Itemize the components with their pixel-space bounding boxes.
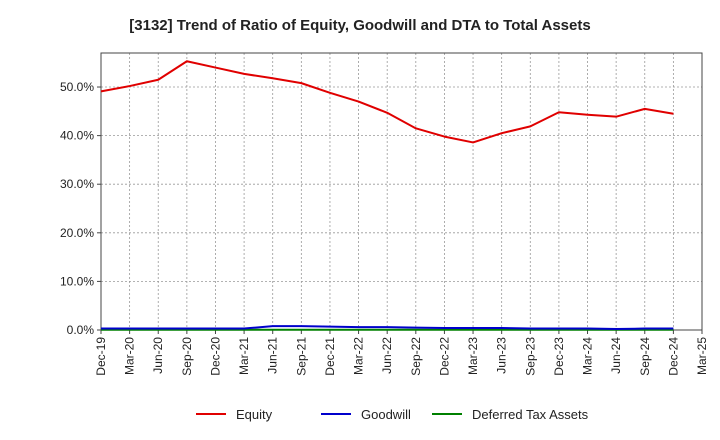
y-tick-label: 40.0% [60, 129, 94, 143]
x-tick-label: Jun-23 [495, 337, 509, 374]
x-tick-label: Jun-24 [609, 337, 623, 374]
x-tick-label: Mar-20 [123, 337, 137, 375]
x-tick-label: Jun-22 [380, 337, 394, 374]
legend-label-goodwill: Goodwill [361, 407, 411, 422]
x-tick-label: Sep-21 [294, 337, 308, 376]
x-tick-label: Sep-20 [180, 337, 194, 376]
x-tick-label: Mar-23 [466, 337, 480, 375]
x-tick-label: Dec-23 [552, 337, 566, 376]
x-tick-label: Sep-24 [638, 337, 652, 376]
legend-label-equity: Equity [236, 407, 273, 422]
y-tick-label: 0.0% [67, 323, 95, 337]
x-tick-label: Sep-22 [409, 337, 423, 376]
x-tick-label: Mar-21 [237, 337, 251, 375]
y-tick-label: 10.0% [60, 274, 94, 288]
x-tick-label: Dec-22 [437, 337, 451, 376]
x-tick-label: Mar-25 [695, 337, 709, 375]
x-tick-label: Dec-24 [666, 337, 680, 376]
x-tick-label: Dec-19 [94, 337, 108, 376]
plot-background [101, 53, 702, 330]
series-line-equity [100, 60, 674, 144]
legend-label-deferred-tax-assets: Deferred Tax Assets [472, 407, 589, 422]
chart-title: [3132] Trend of Ratio of Equity, Goodwil… [129, 17, 590, 34]
y-tick-label: 50.0% [60, 80, 94, 94]
x-tick-label: Jun-21 [266, 337, 280, 374]
x-tick-label: Mar-24 [581, 337, 595, 375]
x-tick-label: Mar-22 [352, 337, 366, 375]
series-line-goodwill [101, 325, 674, 331]
x-tick-label: Sep-23 [523, 337, 537, 376]
legend: Equity Goodwill Deferred Tax Assets [196, 407, 589, 422]
x-tick-label: Dec-20 [208, 337, 222, 376]
x-tick-label: Jun-20 [151, 337, 165, 374]
plot-area: 0.0% 10.0% 20.0% 30.0% 40.0% 50.0% Dec-19 Mar-2… [60, 52, 709, 376]
x-tick-label: Dec-21 [323, 337, 337, 376]
y-tick-label: 30.0% [60, 177, 94, 191]
y-tick-label: 20.0% [60, 226, 94, 240]
